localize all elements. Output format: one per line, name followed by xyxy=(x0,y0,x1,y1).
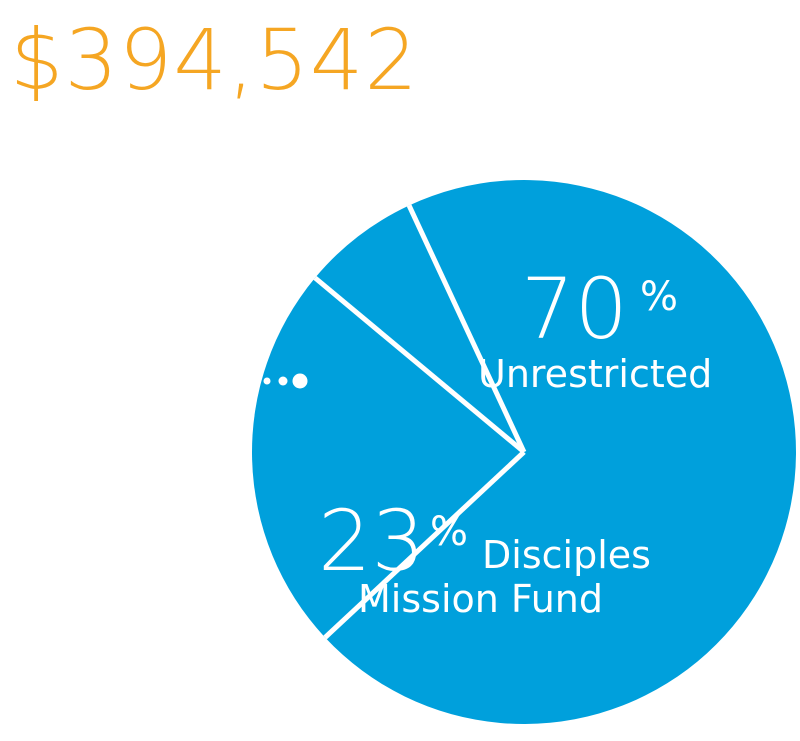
slice-unrestricted-percent-sign: % xyxy=(640,274,678,320)
total-amount: $394,542 xyxy=(10,11,419,109)
pie-dividers xyxy=(313,204,527,640)
slice-unrestricted-percent: 70 xyxy=(521,260,628,358)
slice-dmf-percent-sign: % xyxy=(430,509,468,555)
slice-dmf-label-line1: Disciples xyxy=(482,533,651,577)
slice-disciples-mission-fund xyxy=(251,277,524,638)
slice-dmf-label-line2: Mission Fund xyxy=(358,577,603,621)
slice-divider-line xyxy=(406,204,527,454)
slice-dmf-percent: 23 xyxy=(318,492,425,590)
slice-divider-line xyxy=(313,275,526,454)
pie-slices xyxy=(251,179,797,724)
slice-divider-line xyxy=(323,450,526,640)
small-slice-ellipsis-icon xyxy=(263,373,308,389)
slice-unrestricted xyxy=(325,179,797,724)
slice-other xyxy=(315,205,524,452)
slice-unrestricted-label: Unrestricted xyxy=(478,352,712,396)
